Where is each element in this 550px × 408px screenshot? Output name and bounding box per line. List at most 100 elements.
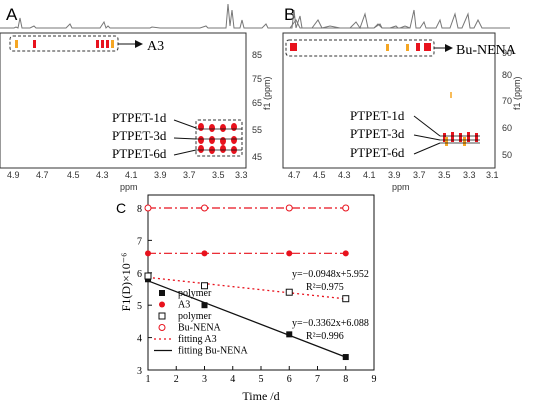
svg-text:4.7: 4.7	[288, 170, 301, 180]
svg-text:4.7: 4.7	[36, 170, 49, 180]
svg-text:3.7: 3.7	[183, 170, 196, 180]
svg-text:3.3: 3.3	[463, 170, 476, 180]
y-tick-label: 6	[137, 269, 142, 280]
svg-text:3.5: 3.5	[212, 170, 225, 180]
data-point	[286, 250, 293, 257]
svg-text:4.3: 4.3	[96, 170, 109, 180]
panel-a-ptpet-6d: PTPET-6d	[112, 146, 167, 161]
x-axis-label: Time /d	[242, 389, 279, 403]
svg-text:3.5: 3.5	[438, 170, 451, 180]
svg-text:50: 50	[502, 150, 512, 160]
panel-b: B Bu-NENA PTPET-1d PTPET-3d PTPET-6d	[282, 5, 522, 192]
x-tick-label: 6	[287, 374, 292, 385]
svg-text:3.9: 3.9	[154, 170, 167, 180]
panel-b-ptpet-arrows	[413, 115, 441, 155]
data-point	[342, 295, 350, 303]
data-point	[342, 250, 349, 257]
data-point	[201, 250, 208, 257]
svg-text:3.9: 3.9	[388, 170, 401, 180]
panel-a-plot-frame	[0, 32, 247, 169]
data-point	[201, 302, 208, 309]
panel-a-a3-peaks	[15, 40, 114, 48]
y-axis-label: F1(D)×10⁻⁶	[119, 253, 133, 312]
panel-a-ptpet-3d: PTPET-3d	[112, 128, 167, 143]
panel-a-x-unit: ppm	[120, 182, 138, 192]
data-point	[286, 331, 293, 338]
svg-text:4.5: 4.5	[313, 170, 326, 180]
svg-text:70: 70	[502, 96, 512, 106]
data-point	[201, 282, 208, 290]
panel-c: C 1 2 3 4 5 6 7 8 9 3 4 5 6 7 8 Time /d F1(D)×10⁻⁶ y=…	[116, 194, 377, 403]
data-points	[144, 204, 350, 361]
panel-a: A A3 PTPET-1d PTPET-3d PTPET-6d	[0, 3, 411, 192]
svg-text:45: 45	[252, 152, 262, 162]
x-tick-label: 5	[259, 374, 264, 385]
panel-a-x-ticks: 4.9 4.7 4.5 4.3 4.1 3.9 3.7 3.5 3.3	[7, 170, 248, 180]
legend-label: fitting A3	[178, 334, 217, 345]
svg-text:90: 90	[502, 48, 512, 58]
x-tick-label: 4	[230, 374, 235, 385]
r2-bunena: R²=0.996	[306, 331, 344, 342]
x-tick-label: 3	[202, 374, 207, 385]
r2-a3: R²=0.975	[306, 282, 344, 293]
x-tick-label: 1	[146, 374, 151, 385]
legend-label: A3	[178, 300, 190, 311]
legend-marker	[159, 301, 165, 308]
panel-a-f1-ticks: 85 75 65 55 45	[252, 50, 262, 162]
panel-a-f1-label: f1 (ppm)	[262, 76, 272, 110]
data-point	[144, 272, 152, 280]
data-point	[285, 288, 293, 296]
svg-text:65: 65	[252, 98, 262, 108]
panel-b-plot-frame	[282, 32, 496, 169]
legend-label: polymer	[178, 288, 212, 299]
x-axis-ticks: 1 2 3 4 5 6 7 8 9	[146, 366, 377, 385]
x-tick-label: 8	[343, 374, 348, 385]
panel-b-ptpet-6d: PTPET-6d	[350, 145, 405, 160]
fit-lines	[147, 276, 346, 358]
legend-label: Bu-NENA	[178, 323, 222, 334]
panel-a-1d-spectrum	[0, 3, 411, 30]
panel-b-letter: B	[284, 5, 295, 24]
svg-text:55: 55	[252, 125, 262, 135]
legend-label: fitting Bu-NENA	[178, 346, 248, 357]
panel-b-bunena-box	[285, 39, 435, 57]
panel-b-bunena-label: Bu-NENA	[456, 43, 517, 58]
y-axis-ticks: 3 4 5 6 7 8	[137, 204, 152, 377]
panel-b-bunena-peaks	[290, 43, 431, 51]
legend-marker	[158, 324, 166, 331]
y-tick-label: 3	[137, 366, 142, 377]
eq-bunena: y=−0.3362x+6.088	[292, 318, 369, 329]
data-point	[145, 250, 151, 257]
svg-text:3.7: 3.7	[413, 170, 426, 180]
svg-text:85: 85	[252, 50, 262, 60]
data-point	[285, 204, 293, 212]
panel-b-ptpet-3d: PTPET-3d	[350, 126, 405, 141]
panel-b-ptpet-peaks	[443, 132, 478, 146]
fit-line-bunena	[147, 280, 346, 358]
svg-text:80: 80	[502, 70, 512, 80]
y-tick-label: 8	[137, 204, 142, 215]
data-point	[342, 354, 349, 361]
legend-marker	[159, 290, 165, 296]
panel-c-letter: C	[116, 200, 126, 216]
panel-b-f1-ticks: 90 80 70 60 50	[502, 48, 512, 160]
svg-text:3.1: 3.1	[486, 170, 499, 180]
data-point	[342, 204, 350, 212]
panel-b-1d-spectrum	[286, 9, 510, 29]
panel-a-ptpet-peaks	[198, 123, 237, 154]
data-point	[201, 204, 208, 212]
x-tick-label: 9	[372, 374, 377, 385]
panel-b-ptpet-1d: PTPET-1d	[350, 108, 405, 123]
legend-label: polymer	[178, 311, 212, 322]
panel-a-ptpet-1d: PTPET-1d	[112, 110, 167, 125]
svg-text:60: 60	[502, 123, 512, 133]
svg-text:75: 75	[252, 74, 262, 84]
panel-b-f1-label: f1 (ppm)	[512, 76, 522, 110]
panel-a-ptpet-arrows	[173, 119, 197, 156]
svg-text:4.9: 4.9	[7, 170, 20, 180]
svg-text:4.5: 4.5	[67, 170, 80, 180]
fit-line-a3	[147, 276, 346, 300]
svg-text:4.1: 4.1	[363, 170, 376, 180]
